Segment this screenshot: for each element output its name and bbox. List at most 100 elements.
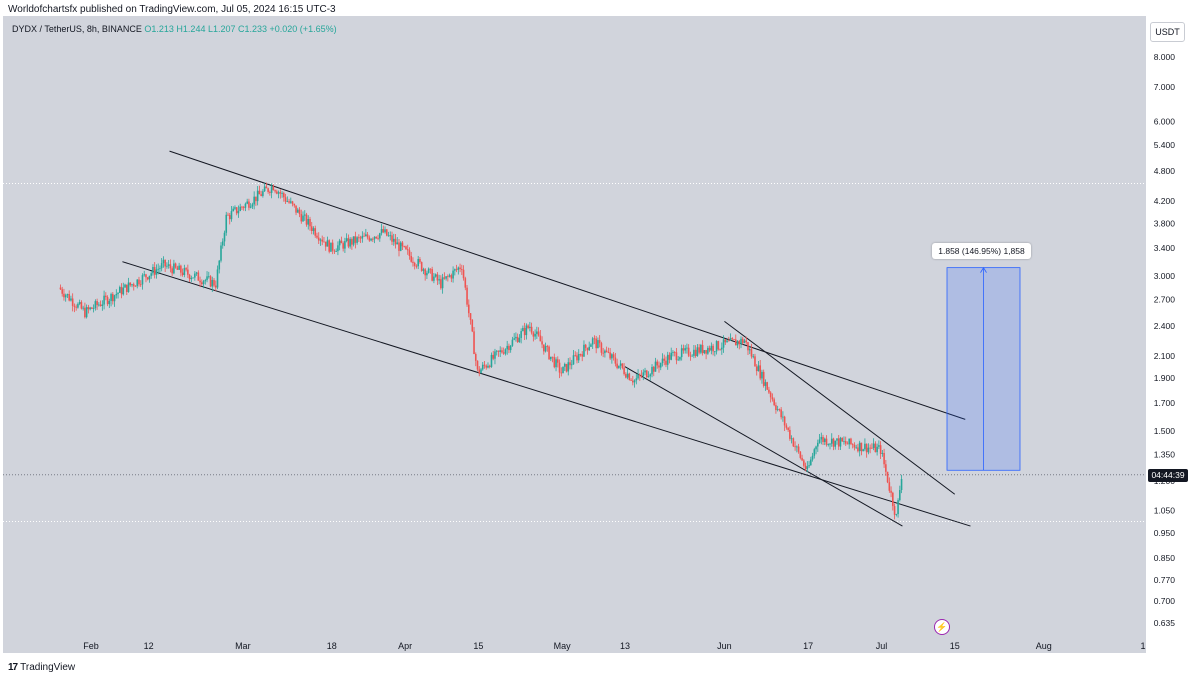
candle-up <box>89 307 91 310</box>
time-tick-label: 1 <box>1140 641 1145 651</box>
price-tick-label: 1.500 <box>1154 426 1176 436</box>
candle-up <box>740 338 742 345</box>
price-tick-label: 0.700 <box>1154 596 1176 606</box>
candle-down <box>607 351 610 353</box>
candle-up <box>445 276 447 279</box>
candle-down <box>139 284 142 286</box>
candle-down <box>305 214 308 225</box>
candle-down <box>80 302 83 309</box>
candle-down <box>181 272 184 275</box>
candle-down <box>656 361 659 366</box>
price-tick-label: 1.050 <box>1154 506 1176 516</box>
candle-up <box>152 267 154 274</box>
candle-down <box>75 306 77 308</box>
candle-down <box>689 355 692 357</box>
measure-arrow-head <box>980 266 987 273</box>
candle-down <box>464 278 467 288</box>
chart-area[interactable] <box>3 16 1146 653</box>
candle-down <box>553 357 556 368</box>
candle-down <box>466 287 468 305</box>
candle-down <box>850 438 852 444</box>
candle-down <box>403 246 406 248</box>
candle-up <box>427 268 430 273</box>
candle-up <box>626 373 629 378</box>
candle-down <box>516 336 519 343</box>
candle-down <box>755 366 758 372</box>
candle-up <box>448 275 451 277</box>
candle-down <box>63 293 65 298</box>
candle-up <box>529 326 531 328</box>
candle-up <box>633 380 636 383</box>
candle-up <box>136 279 139 287</box>
candle-up <box>563 363 566 367</box>
time-axis[interactable] <box>0 653 1200 680</box>
candle-down <box>883 453 885 465</box>
candle-up <box>127 282 130 292</box>
candle-down <box>663 358 666 361</box>
candle-down <box>879 445 882 454</box>
candle-down <box>731 338 734 340</box>
candle-down <box>153 267 156 275</box>
candle-up <box>249 206 252 208</box>
candle-down <box>609 352 611 359</box>
price-axis[interactable] <box>1146 16 1200 653</box>
candle-down <box>84 307 86 318</box>
candle-down <box>869 447 871 449</box>
candle-down <box>354 236 357 243</box>
candle-up <box>721 347 723 350</box>
candle-up <box>726 340 728 343</box>
candle-up <box>743 340 746 343</box>
candle-up <box>194 273 196 278</box>
candle-up <box>157 268 159 270</box>
candle-down <box>269 191 271 193</box>
candle-down <box>712 345 714 352</box>
candle-down <box>462 269 465 279</box>
measure-label: 1.858 (146.95%) 1,858 <box>932 243 1031 259</box>
candle-up <box>722 339 725 348</box>
candle-up <box>124 284 126 288</box>
candle-up <box>696 347 699 357</box>
candle-down <box>888 482 891 491</box>
time-tick-label: 12 <box>144 641 154 651</box>
price-tick-label: 0.850 <box>1154 553 1176 563</box>
tradingview-brand[interactable]: 17 TradingView <box>8 662 75 673</box>
candle-down <box>171 268 173 274</box>
candle-up <box>536 331 538 334</box>
price-tick-label: 2.400 <box>1154 321 1176 331</box>
symbol-legend[interactable]: DYDX / TetherUS, 8h, BINANCE O1.213 H1.2… <box>12 24 337 34</box>
currency-label[interactable]: USDT <box>1150 22 1185 42</box>
candle-down <box>415 265 418 267</box>
candle-down <box>886 471 889 483</box>
candle-up <box>173 263 175 274</box>
candle-up <box>572 355 575 365</box>
candle-down <box>99 304 102 306</box>
candle-up <box>352 236 355 245</box>
candle-up <box>434 274 437 277</box>
candle-down <box>471 319 474 332</box>
candle-up <box>504 349 507 354</box>
lightning-icon[interactable]: ⚡ <box>934 619 950 635</box>
candle-down <box>799 451 802 458</box>
candle-down <box>443 277 446 279</box>
candle-up <box>525 325 528 336</box>
candle-up <box>764 382 767 386</box>
candle-down <box>837 438 840 447</box>
candle-down <box>91 307 93 309</box>
candle-up <box>356 237 358 243</box>
candle-up <box>820 436 823 440</box>
price-tick-label: 2.100 <box>1154 351 1176 361</box>
candle-down <box>187 269 189 275</box>
candle-up <box>810 459 812 466</box>
candle-down <box>293 203 296 206</box>
price-tick-label: 4.800 <box>1154 166 1176 176</box>
candle-up <box>649 374 652 377</box>
candle-up <box>506 345 508 350</box>
candle-down <box>871 447 873 449</box>
candle-up <box>823 438 826 443</box>
candle-down <box>429 268 432 270</box>
candle-up <box>230 211 233 220</box>
candle-down <box>780 409 782 418</box>
candle-down <box>197 272 200 281</box>
candle-up <box>225 214 228 233</box>
candle-down <box>363 235 365 237</box>
